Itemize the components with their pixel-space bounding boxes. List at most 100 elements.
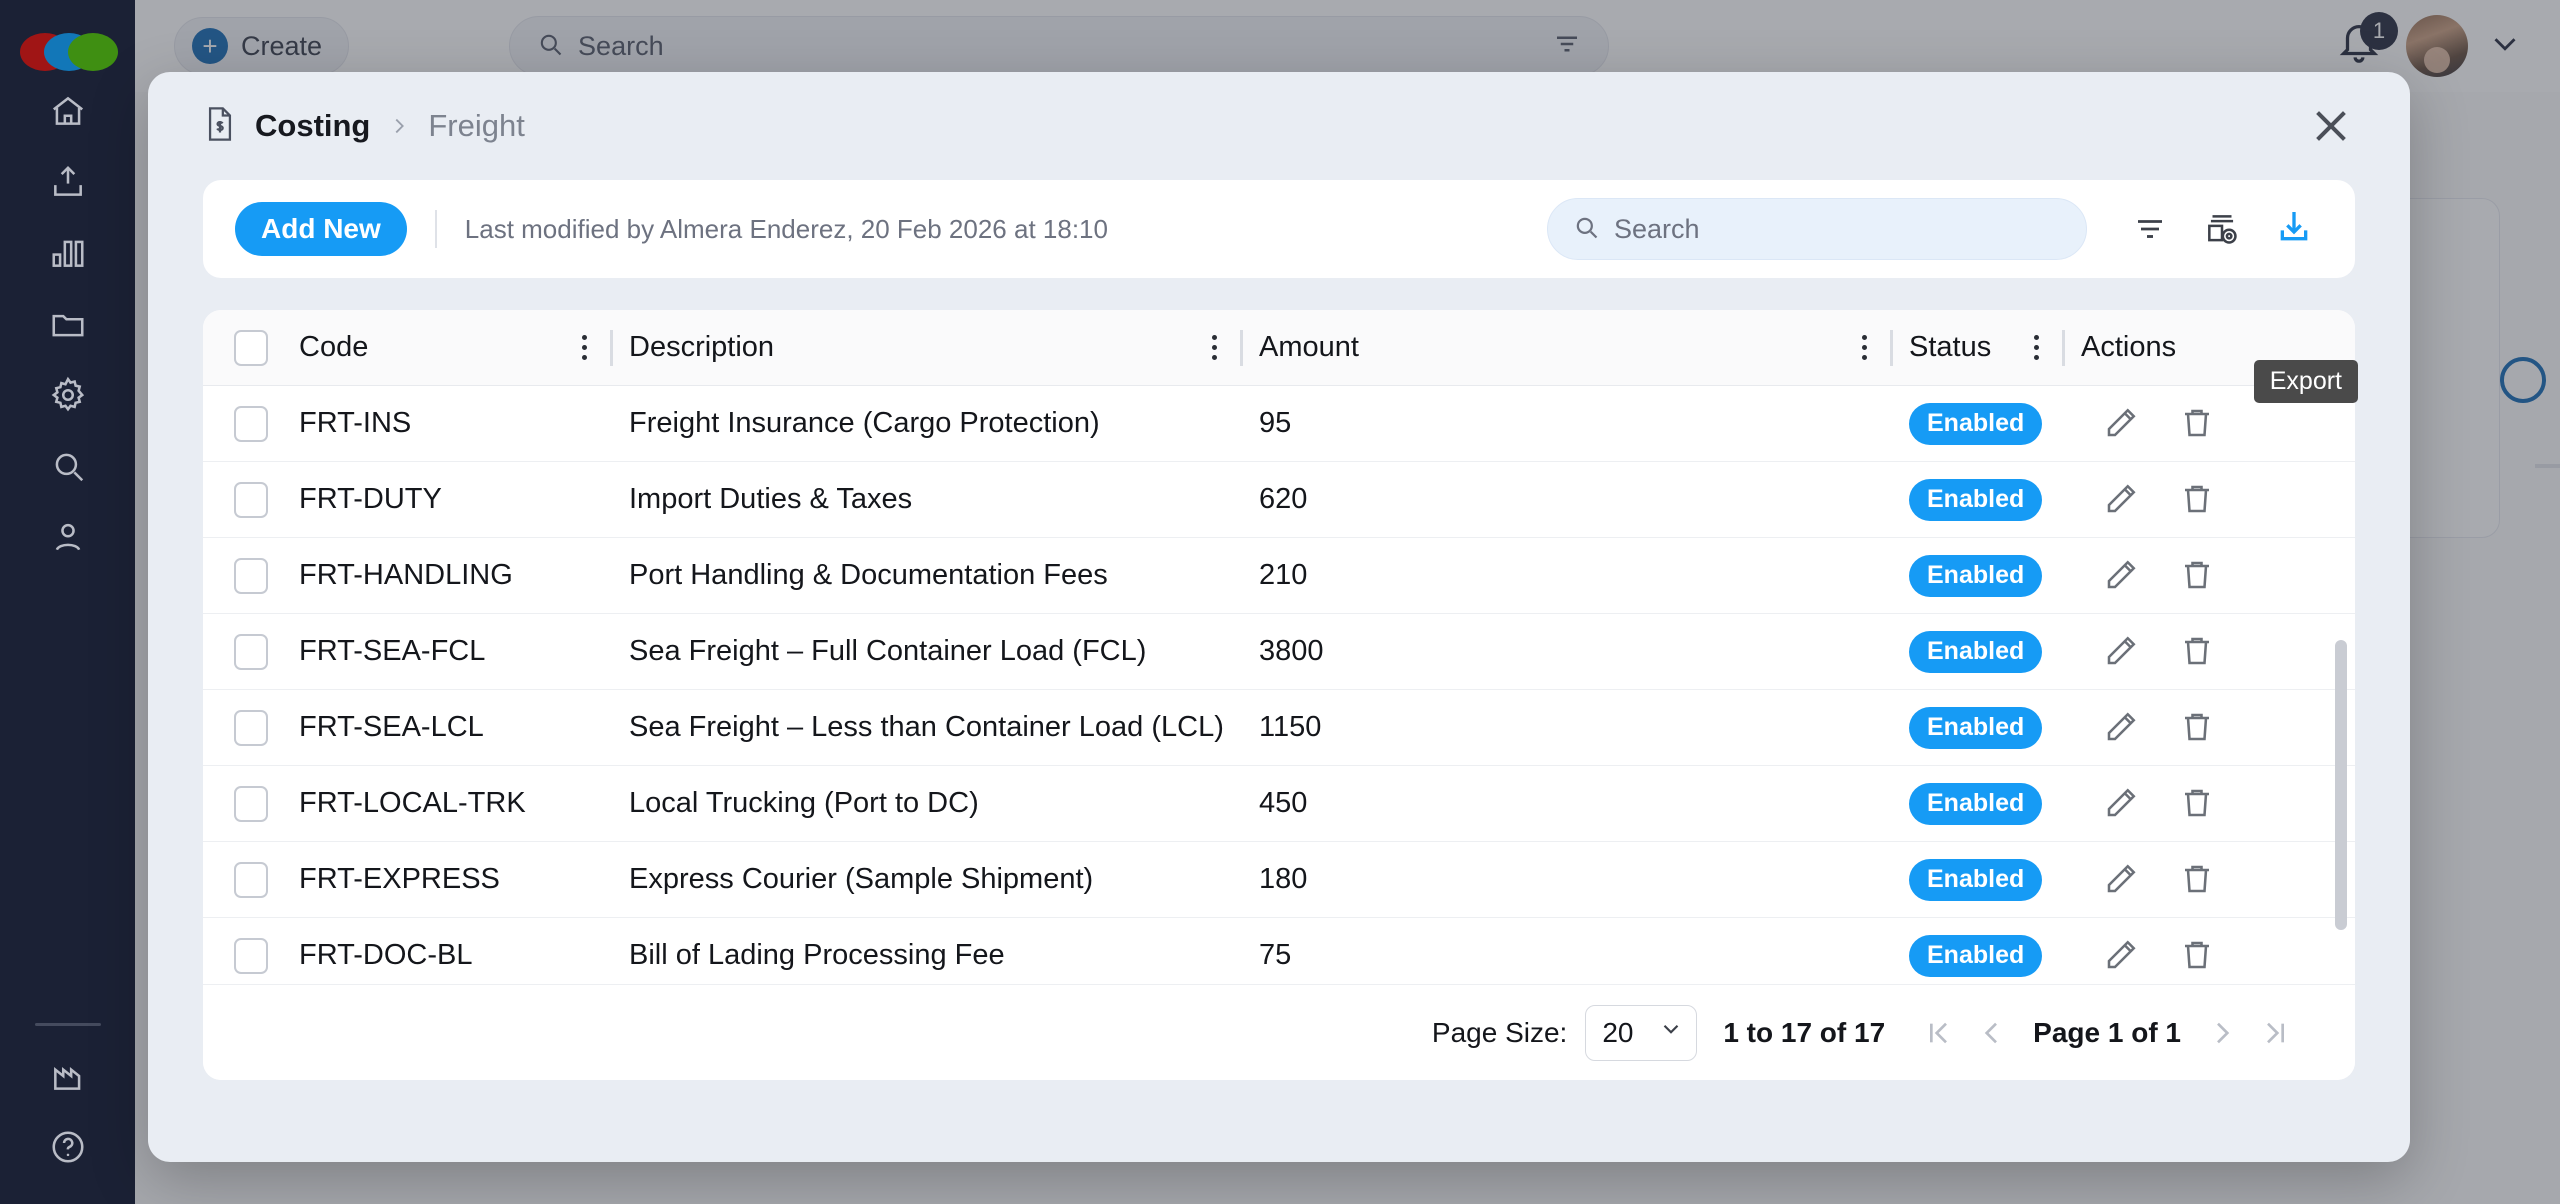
column-resize-handle[interactable] xyxy=(1240,329,1243,366)
breadcrumb-root[interactable]: Costing xyxy=(255,108,371,143)
pencil-icon[interactable] xyxy=(2103,633,2139,671)
column-header-description[interactable]: Description xyxy=(629,329,1259,366)
brand-logo[interactable] xyxy=(19,33,118,71)
pencil-icon[interactable] xyxy=(2103,937,2139,975)
page-number-text: Page 1 of 1 xyxy=(2033,1016,2181,1048)
row-select-checkbox[interactable] xyxy=(234,557,268,594)
column-resize-handle[interactable] xyxy=(610,329,613,366)
saved-views-icon[interactable] xyxy=(2191,198,2253,260)
table-body: FRT-INS Freight Insurance (Cargo Protecti… xyxy=(203,386,2355,984)
vertical-scrollbar[interactable] xyxy=(2335,640,2347,930)
pencil-icon[interactable] xyxy=(2103,709,2139,747)
sidebar-item-account[interactable] xyxy=(0,510,135,568)
sidebar-item-search[interactable] xyxy=(0,439,135,497)
row-select-checkbox[interactable] xyxy=(234,861,268,898)
row-select-checkbox[interactable] xyxy=(234,633,268,670)
row-select-cell xyxy=(203,557,299,594)
pencil-icon[interactable] xyxy=(2103,481,2139,519)
cell-code: FRT-DOC-BL xyxy=(299,939,473,971)
background-circle-decoration xyxy=(2500,357,2546,403)
toolbar-divider xyxy=(434,210,437,248)
column-resize-handle[interactable] xyxy=(2062,329,2065,366)
close-icon[interactable] xyxy=(2304,99,2358,153)
sidebar-item-home[interactable] xyxy=(0,84,135,142)
pencil-icon[interactable] xyxy=(2103,861,2139,899)
filter-icon[interactable] xyxy=(1552,29,1582,64)
table-row[interactable]: FRT-HANDLING Port Handling & Documentatio… xyxy=(203,538,2355,614)
table-row[interactable]: FRT-EXPRESS Express Courier (Sample Shipm… xyxy=(203,842,2355,918)
row-range-text: 1 to 17 of 17 xyxy=(1723,1016,1886,1048)
row-select-checkbox[interactable] xyxy=(234,937,268,974)
column-menu-description[interactable] xyxy=(1196,335,1232,360)
sidebar-item-help[interactable] xyxy=(0,1120,135,1178)
pencil-icon[interactable] xyxy=(2103,557,2139,595)
first-page-icon[interactable] xyxy=(1911,1006,1965,1060)
background-line-decoration xyxy=(2535,464,2560,468)
column-header-status[interactable]: Status xyxy=(1909,329,2081,366)
row-select-cell xyxy=(203,937,299,974)
trash-icon[interactable] xyxy=(2179,405,2215,443)
status-badge: Enabled xyxy=(1909,630,2043,673)
sidebar-item-upload[interactable] xyxy=(0,155,135,213)
row-select-checkbox[interactable] xyxy=(234,481,268,518)
notifications-button[interactable]: 1 xyxy=(2336,12,2398,74)
table-row[interactable]: FRT-SEA-FCL Sea Freight – Full Container … xyxy=(203,614,2355,690)
status-badge: Enabled xyxy=(1909,478,2043,521)
trash-icon[interactable] xyxy=(2179,557,2215,595)
row-select-checkbox[interactable] xyxy=(234,709,268,746)
cell-actions xyxy=(2081,557,2355,595)
export-button[interactable] xyxy=(2263,198,2325,260)
row-select-checkbox[interactable] xyxy=(234,405,268,442)
column-menu-status[interactable] xyxy=(2018,335,2054,360)
trash-icon[interactable] xyxy=(2179,709,2215,747)
trash-icon[interactable] xyxy=(2179,633,2215,671)
user-avatar[interactable] xyxy=(2406,15,2468,77)
sidebar-item-analytics[interactable] xyxy=(0,226,135,284)
cell-actions xyxy=(2081,481,2355,519)
row-select-cell xyxy=(203,785,299,822)
pencil-icon[interactable] xyxy=(2103,785,2139,823)
table-row[interactable]: FRT-LOCAL-TRK Local Trucking (Port to DC)… xyxy=(203,766,2355,842)
column-header-actions: Actions xyxy=(2081,331,2355,364)
table-row[interactable]: FRT-DUTY Import Duties & Taxes 620 Enabled xyxy=(203,462,2355,538)
cell-amount: 620 xyxy=(1259,483,1308,515)
pencil-icon[interactable] xyxy=(2103,405,2139,443)
factory-icon xyxy=(49,1057,87,1100)
column-header-amount-label: Amount xyxy=(1259,331,1359,363)
page-size-select[interactable]: 20 xyxy=(1585,1004,1698,1061)
column-menu-code[interactable] xyxy=(566,335,602,360)
row-select-checkbox[interactable] xyxy=(234,785,268,822)
chevron-down-icon[interactable] xyxy=(2486,25,2524,68)
trash-icon[interactable] xyxy=(2179,785,2215,823)
column-menu-amount[interactable] xyxy=(1846,335,1882,360)
costing-freight-modal: Costing Freight Add New Last modified by… xyxy=(148,72,2410,1162)
select-all-checkbox[interactable] xyxy=(234,329,268,366)
cell-status: Enabled xyxy=(1909,402,2081,445)
last-page-icon[interactable] xyxy=(2249,1006,2303,1060)
sidebar-item-factory[interactable] xyxy=(0,1049,135,1107)
filter-icon[interactable] xyxy=(2119,198,2181,260)
cell-description: Port Handling & Documentation Fees xyxy=(629,559,1108,591)
column-resize-handle[interactable] xyxy=(1890,329,1893,366)
trash-icon[interactable] xyxy=(2179,861,2215,899)
sidebar-item-settings[interactable] xyxy=(0,368,135,426)
table-row[interactable]: FRT-DOC-BL Bill of Lading Processing Fee 7… xyxy=(203,918,2355,984)
cell-amount: 1150 xyxy=(1259,711,1322,743)
table-search-input[interactable]: Search xyxy=(1547,198,2087,260)
add-new-button[interactable]: Add New xyxy=(235,202,407,256)
cell-actions xyxy=(2081,633,2355,671)
sidebar-item-files[interactable] xyxy=(0,297,135,355)
table-row[interactable]: FRT-SEA-LCL Sea Freight – Less than Conta… xyxy=(203,690,2355,766)
prev-page-icon[interactable] xyxy=(1965,1006,2019,1060)
table-row[interactable]: FRT-INS Freight Insurance (Cargo Protecti… xyxy=(203,386,2355,462)
trash-icon[interactable] xyxy=(2179,937,2215,975)
next-page-icon[interactable] xyxy=(2195,1006,2249,1060)
column-header-amount[interactable]: Amount xyxy=(1259,329,1909,366)
plus-icon: + xyxy=(192,28,228,64)
cell-actions xyxy=(2081,709,2355,747)
trash-icon[interactable] xyxy=(2179,481,2215,519)
create-button[interactable]: + Create xyxy=(174,17,350,75)
column-header-code[interactable]: Code xyxy=(299,329,629,366)
status-badge: Enabled xyxy=(1909,934,2043,977)
